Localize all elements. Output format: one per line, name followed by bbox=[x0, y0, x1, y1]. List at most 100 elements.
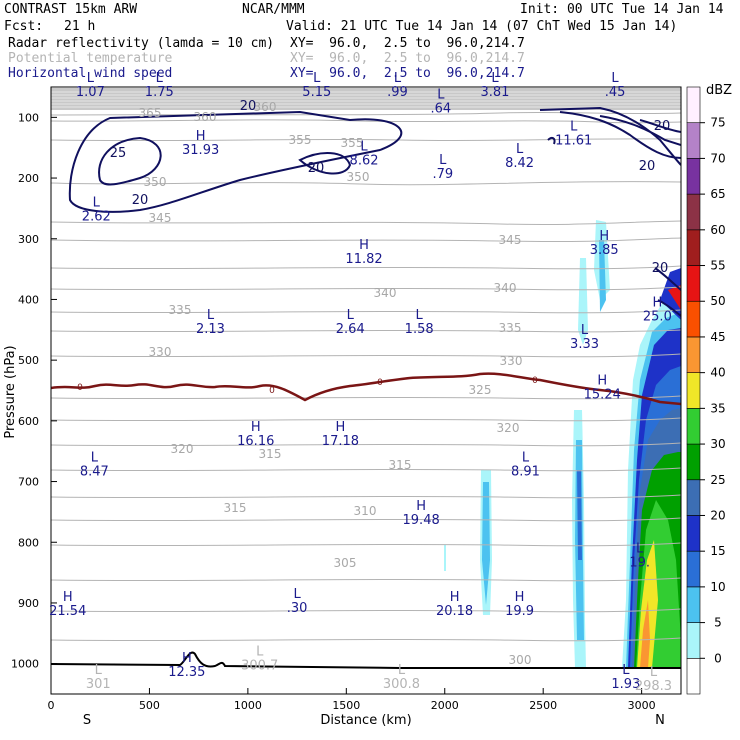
zero-isotherm-label: 0 bbox=[77, 383, 83, 393]
extremum-type: L bbox=[398, 663, 406, 678]
colorbar-swatch bbox=[686, 193, 701, 231]
extremum-type: H bbox=[336, 420, 346, 435]
theta-contour-label: 330 bbox=[149, 345, 172, 359]
colorbar-swatch bbox=[686, 622, 701, 659]
wind-contours bbox=[68, 106, 681, 317]
x-axis-label: Distance (km) bbox=[320, 713, 411, 728]
field-radar-xy: XY= 96.0, 2.5 to 96.0,214.7 bbox=[290, 36, 525, 51]
extremum-type: L bbox=[622, 663, 630, 678]
wind-contour-label: 20 bbox=[240, 99, 257, 114]
colorbar-unit: dBZ bbox=[706, 83, 732, 98]
x-tick-label: 2500 bbox=[529, 699, 557, 712]
extremum-type: H bbox=[599, 229, 609, 244]
theta-contour-label: 365 bbox=[139, 106, 162, 120]
extremum-type: H bbox=[182, 651, 192, 666]
extremum-type: H bbox=[251, 420, 261, 435]
x-tick-label: 0 bbox=[48, 699, 55, 712]
theta-contour-label: 315 bbox=[224, 501, 247, 515]
y-tick-label: 800 bbox=[18, 536, 39, 549]
theta-contour-label: 360 bbox=[254, 100, 277, 114]
field-theta-name: Potential temperature bbox=[8, 51, 173, 66]
theta-contour-label: 330 bbox=[500, 354, 523, 368]
theta-contour-label: 355 bbox=[289, 133, 312, 147]
theta-contour-label: 315 bbox=[389, 458, 412, 472]
colorbar-level-label: 45 bbox=[710, 330, 725, 344]
colorbar-level-label: 25 bbox=[710, 473, 725, 487]
field-wind-xy: XY= 96.0, 2.5 to 96.0,214.7 bbox=[290, 66, 525, 81]
colorbar-swatch bbox=[686, 372, 701, 409]
extremum-value: 1.58 bbox=[405, 322, 434, 337]
extremum-value: 3.81 bbox=[480, 85, 509, 100]
wind-contour-label: 20 bbox=[308, 161, 325, 176]
extremum-type: L bbox=[293, 587, 301, 602]
theta-contour-label: 305 bbox=[334, 556, 357, 570]
colorbar-level-label: 75 bbox=[710, 116, 725, 130]
y-tick-label: 100 bbox=[18, 111, 39, 124]
field-wind-name: Horizontal wind speed bbox=[8, 66, 173, 81]
extremum-value: 11.61 bbox=[555, 134, 592, 149]
extremum-value: 11.82 bbox=[345, 252, 382, 267]
theta-contour-labels: 365 360 355 350 345 340 335 330 325 320 315 310 305 3… bbox=[139, 100, 532, 667]
colorbar-swatch bbox=[686, 550, 701, 588]
colorbar-level-label: 30 bbox=[710, 437, 725, 451]
colorbar-swatch bbox=[686, 265, 701, 302]
extremum-value: 2.64 bbox=[336, 322, 365, 337]
theta-contour-label: 335 bbox=[169, 303, 192, 317]
y-tick-label: 900 bbox=[18, 597, 39, 610]
extremum-value: 1.93 bbox=[611, 677, 640, 692]
extremum-type: L bbox=[256, 645, 264, 660]
extremum-value: 31.93 bbox=[182, 143, 219, 158]
extremum-type: H bbox=[196, 129, 206, 144]
colorbar-level-label: 20 bbox=[710, 508, 725, 522]
wind-contour-label: 20 bbox=[639, 159, 656, 174]
extremum-type: L bbox=[394, 71, 402, 86]
theta-contour-label: 350 bbox=[144, 175, 167, 189]
theta-contour-label: 335 bbox=[499, 321, 522, 335]
extremum-type: L bbox=[522, 450, 530, 465]
extremum-value: 8.91 bbox=[511, 464, 540, 479]
extremum-value: .45 bbox=[605, 85, 626, 100]
colorbar-level-label: 10 bbox=[710, 580, 725, 594]
theta-contour-label: 310 bbox=[354, 504, 377, 518]
extremum-type: L bbox=[156, 71, 164, 86]
extremum-value: 19. bbox=[629, 556, 650, 571]
extremum-type: H bbox=[450, 590, 460, 605]
extremum-value: .30 bbox=[287, 601, 308, 616]
colorbar-swatch bbox=[686, 479, 701, 516]
south-label: S bbox=[83, 713, 91, 728]
extremum-type: L bbox=[636, 542, 644, 557]
y-tick-label: 500 bbox=[18, 354, 39, 367]
wind-contour-label: 20 bbox=[652, 261, 669, 276]
theta-contour-label: 320 bbox=[171, 442, 194, 456]
extremum-value: 3.85 bbox=[590, 243, 619, 258]
extremum-value: 19.9 bbox=[505, 604, 534, 619]
colorbar-swatch bbox=[686, 229, 701, 266]
theta-contour-label: 300 bbox=[509, 653, 532, 667]
theta-dense-band bbox=[51, 88, 681, 110]
model-title: CONTRAST 15km ARW bbox=[4, 2, 138, 17]
theta-contour-label: 340 bbox=[494, 281, 517, 295]
extremum-value: 12.35 bbox=[168, 665, 205, 680]
plot-frame bbox=[50, 86, 682, 695]
extremum-value: 17.18 bbox=[322, 434, 359, 449]
y-axis: 100 200 300 400 500 600 700 800 900 1000 bbox=[11, 111, 57, 671]
colorbar-swatch bbox=[686, 158, 701, 195]
colorbar-swatch bbox=[686, 408, 701, 445]
theta-contour-label: 345 bbox=[499, 233, 522, 247]
y-tick-label: 300 bbox=[18, 233, 39, 246]
extremum-type: H bbox=[359, 238, 369, 253]
extremum-value: .64 bbox=[430, 101, 451, 116]
fcst-value: 21 h bbox=[64, 19, 96, 34]
y-tick-label: 700 bbox=[18, 476, 39, 489]
theta-contour-label: 325 bbox=[469, 383, 492, 397]
zero-isotherm-label: 0 bbox=[269, 386, 275, 396]
extremum-type: L bbox=[439, 153, 447, 168]
extremum-value: 300.8 bbox=[383, 677, 420, 692]
y-axis-label: Pressure (hPa) bbox=[3, 345, 18, 438]
colorbar-level-label: 35 bbox=[710, 401, 725, 415]
extremum-type: L bbox=[491, 71, 499, 86]
extremum-value: 15.24 bbox=[584, 387, 621, 402]
y-tick-label: 400 bbox=[18, 293, 39, 306]
colorbar-level-label: 50 bbox=[710, 294, 725, 308]
theta-contour-label: 345 bbox=[149, 211, 172, 225]
